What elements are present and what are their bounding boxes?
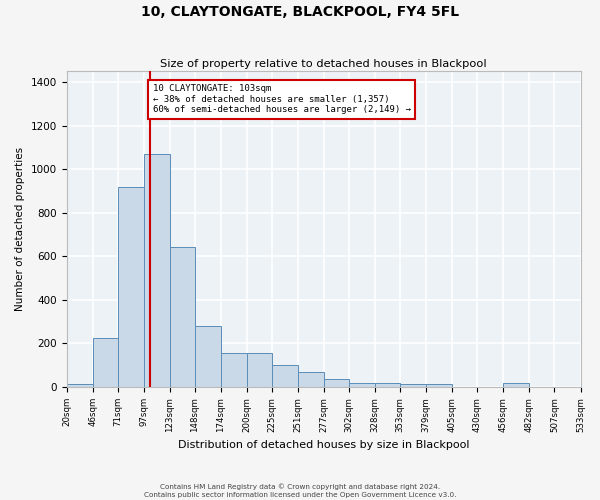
- Text: 10 CLAYTONGATE: 103sqm
← 38% of detached houses are smaller (1,357)
60% of semi-: 10 CLAYTONGATE: 103sqm ← 38% of detached…: [152, 84, 410, 114]
- Bar: [195, 326, 221, 387]
- Bar: [324, 380, 349, 387]
- Bar: [118, 186, 143, 387]
- Bar: [272, 364, 298, 387]
- Bar: [92, 338, 118, 387]
- Y-axis label: Number of detached properties: Number of detached properties: [15, 147, 25, 311]
- Bar: [503, 382, 529, 387]
- Bar: [400, 384, 426, 387]
- Bar: [67, 384, 92, 387]
- Title: Size of property relative to detached houses in Blackpool: Size of property relative to detached ho…: [160, 59, 487, 69]
- Text: 10, CLAYTONGATE, BLACKPOOL, FY4 5FL: 10, CLAYTONGATE, BLACKPOOL, FY4 5FL: [141, 5, 459, 19]
- Text: Contains HM Land Registry data © Crown copyright and database right 2024.
Contai: Contains HM Land Registry data © Crown c…: [144, 484, 456, 498]
- Bar: [349, 382, 375, 387]
- Bar: [298, 372, 324, 387]
- Bar: [170, 246, 195, 387]
- X-axis label: Distribution of detached houses by size in Blackpool: Distribution of detached houses by size …: [178, 440, 469, 450]
- Bar: [143, 154, 170, 387]
- Bar: [247, 352, 272, 387]
- Bar: [221, 352, 247, 387]
- Bar: [375, 382, 400, 387]
- Bar: [426, 384, 452, 387]
